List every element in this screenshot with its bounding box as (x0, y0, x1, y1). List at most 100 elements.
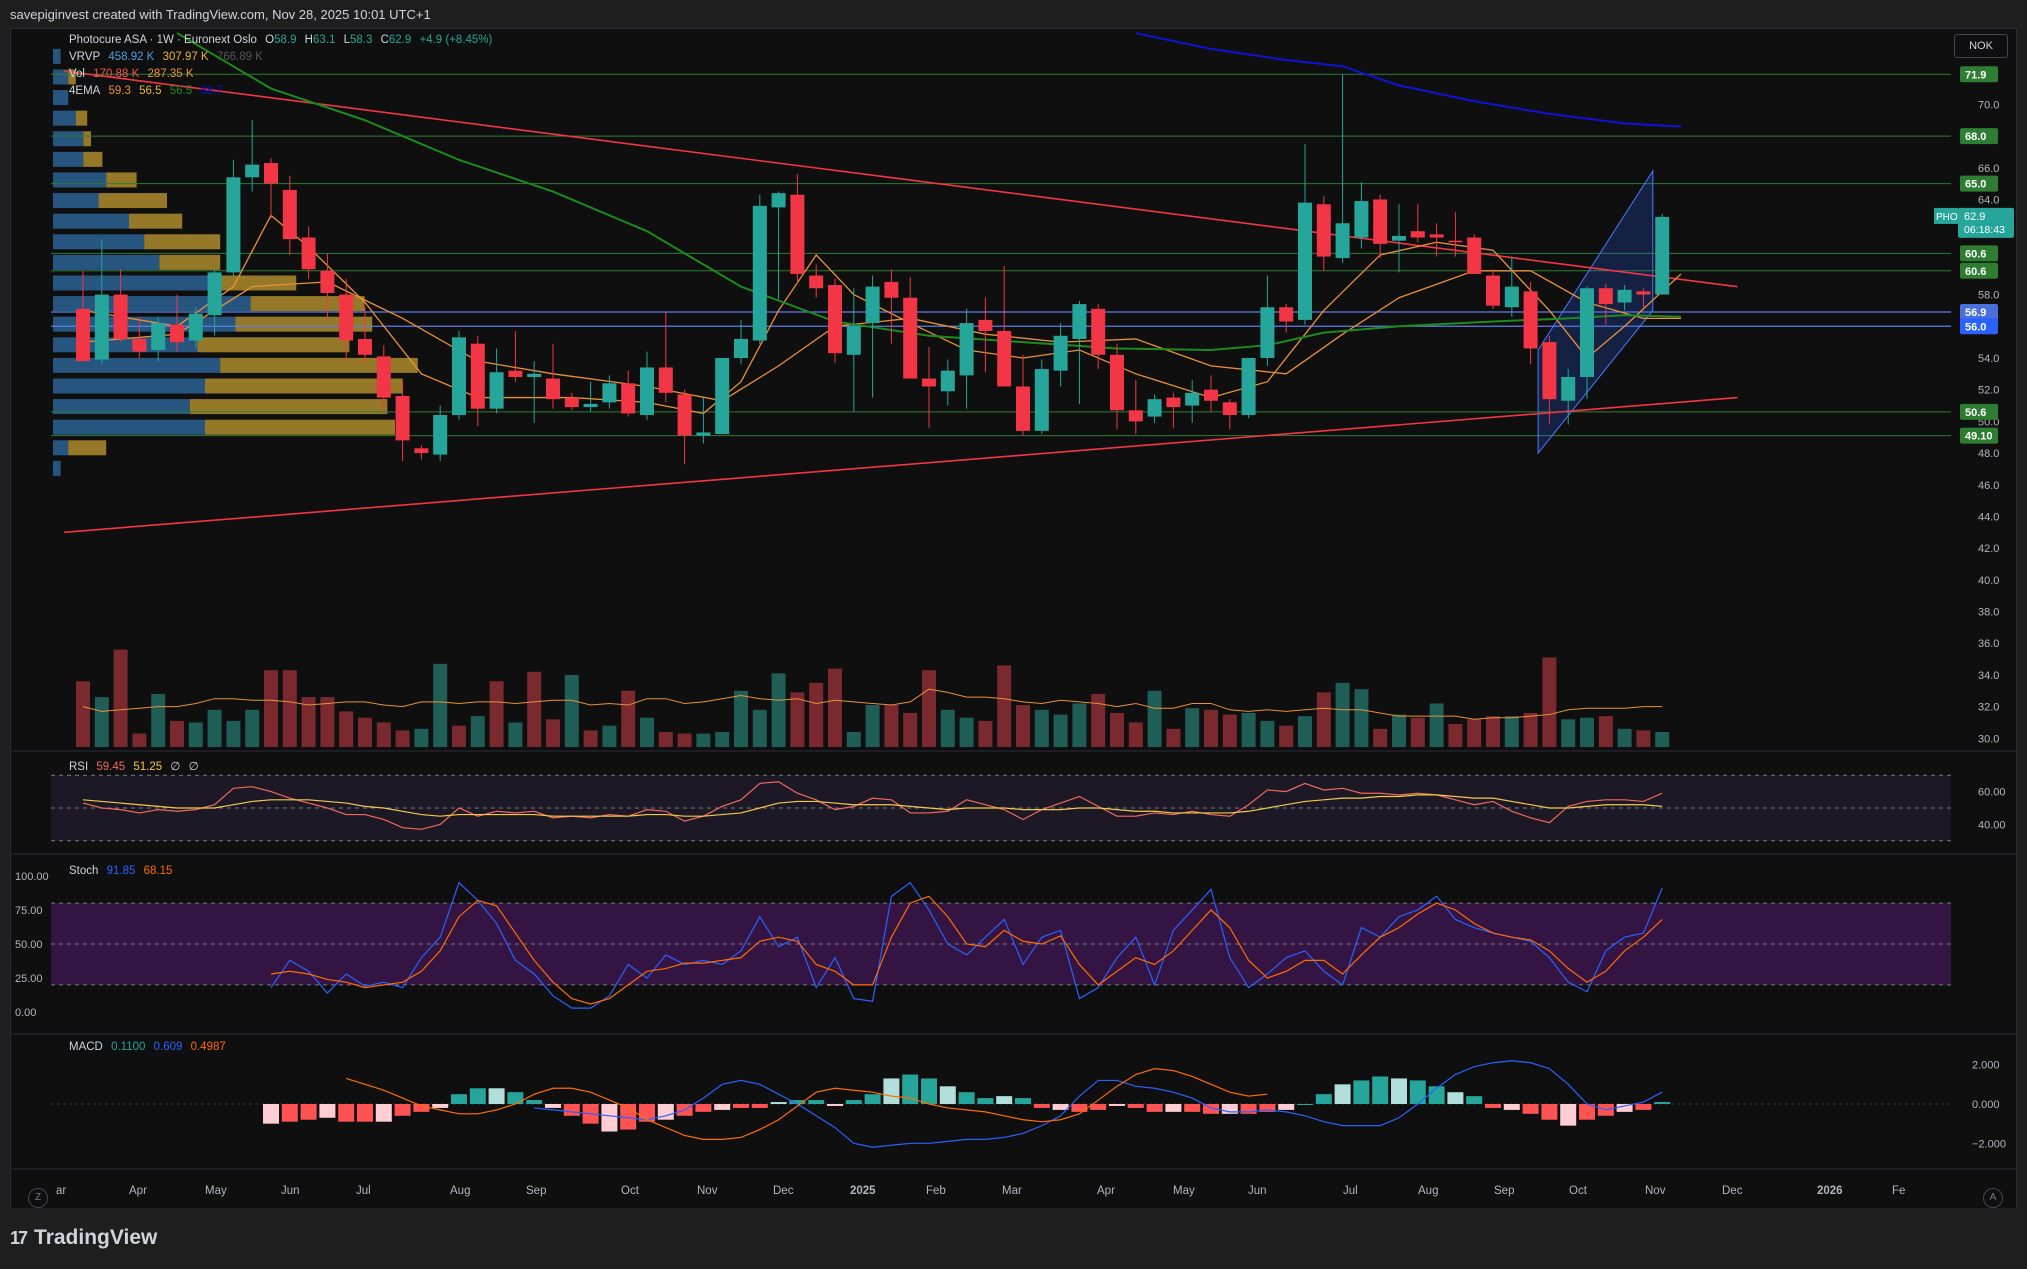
macd-histogram-bar (657, 1104, 674, 1120)
candle-body (1580, 288, 1594, 377)
time-axis-label: Aug (450, 1185, 470, 1197)
ema-value-3: 56.5 (169, 85, 193, 97)
candle-body (1072, 304, 1087, 339)
macd-histogram-bar (1560, 1104, 1577, 1126)
volume-bar (715, 731, 730, 748)
rsi-axis-tick: 60.00 (1978, 787, 2006, 799)
candle-body (170, 324, 184, 343)
chart-canvas[interactable]: 30.0 32.0 34.0 36.0 38.0 40.0 42.0 44.0 46.0 48.0… (11, 29, 2016, 1209)
chart-frame[interactable]: 30.0 32.0 34.0 36.0 38.0 40.0 42.0 44.0 46.0 48.0… (10, 28, 2017, 1210)
time-axis-label: Fe (1892, 1185, 1905, 1197)
volume-profile-bar (53, 90, 69, 106)
volume-bar (1185, 708, 1200, 748)
volume-bar (113, 649, 128, 748)
macd-histogram-bar (1372, 1076, 1389, 1104)
volume-bar (376, 722, 391, 748)
macd-histogram-bar (1635, 1104, 1652, 1110)
volume-bar (395, 730, 410, 748)
top-bar: savepiginvest created with TradingView.c… (0, 0, 2027, 28)
volume-bar (884, 705, 899, 748)
candle-body (1222, 402, 1237, 416)
volume-profile-bar (53, 399, 190, 415)
macd-histogram-bar (1090, 1104, 1107, 1110)
macd-histogram-bar (883, 1078, 900, 1104)
candle-body (282, 189, 297, 240)
price-label-box (1960, 318, 1998, 335)
candle-body (621, 383, 636, 414)
volume-bar (226, 720, 241, 748)
volume-bar (771, 673, 786, 748)
volume-profile-bar (83, 151, 103, 167)
vrvp-legend[interactable]: VRVP 458.92 K 307.97 K 766.89 K (69, 51, 268, 63)
candle-body (376, 356, 391, 398)
volume-profile-bar (53, 69, 69, 85)
macd-histogram-bar (1240, 1104, 1257, 1114)
log-scale-button[interactable]: Z (28, 1188, 48, 1208)
last-price-box (1958, 207, 2014, 238)
macd-histogram-bar (1466, 1096, 1483, 1104)
stoch-axis-tick: 100.00 (15, 871, 49, 883)
volume-profile-bar (144, 234, 221, 250)
stoch-value-1: 91.85 (106, 865, 136, 877)
volume-bar (1016, 705, 1030, 748)
volume-profile-bar (205, 419, 395, 435)
ema-legend[interactable]: 4EMA 59.3 56.5 56.5 68.7 (69, 85, 228, 97)
price-label-box (1960, 245, 1998, 262)
macd-histogram-bar (1353, 1080, 1370, 1104)
macd-histogram-bar (338, 1104, 355, 1122)
rsi-series-line (82, 794, 1663, 817)
macd-histogram-bar (921, 1078, 937, 1104)
candle-body (489, 372, 504, 409)
symbol-title[interactable]: Photocure ASA · 1W · Euronext Oslo (69, 34, 257, 46)
volume-profile-bar (250, 296, 365, 312)
tradingview-logo[interactable]: 17 TradingView (10, 1226, 157, 1250)
volume-profile-bar (159, 254, 221, 270)
rsi-label: RSI (69, 761, 89, 773)
macd-histogram-bar (545, 1104, 561, 1108)
rsi-value-3: ∅ (170, 761, 181, 773)
price-axis-tick: 36.0 (1978, 638, 1999, 650)
volume-profile-bar (53, 460, 61, 476)
time-axis-label: Nov (697, 1185, 718, 1197)
rsi-value-4: ∅ (188, 761, 199, 773)
volume-bar (922, 670, 936, 748)
stoch-axis-tick: 75.00 (15, 905, 43, 917)
price-axis-tick: 52.0 (1978, 385, 1999, 397)
macd-legend[interactable]: MACD 0.1100 0.609 0.4987 (69, 1041, 231, 1053)
macd-histogram-bar (1409, 1080, 1426, 1104)
currency-button[interactable]: NOK (1954, 34, 2008, 58)
volume-profile-bar (106, 172, 137, 188)
macd-histogram-bar (357, 1104, 373, 1122)
volume-bar (809, 682, 824, 748)
candle-body (508, 370, 523, 377)
main-legend: Photocure ASA · 1W · Euronext Oslo O58.9… (69, 34, 497, 46)
auto-scale-button[interactable]: A (1983, 1188, 2003, 1208)
vrvp-label: VRVP (69, 51, 101, 63)
price-label-text: 56.9 (1965, 307, 1986, 319)
time-axis-label: Jul (1343, 1185, 1358, 1197)
macd-histogram-bar (789, 1100, 806, 1104)
candle-body (940, 370, 955, 392)
vol-legend[interactable]: Vol 170.88 K 287.35 K (69, 68, 199, 80)
stoch-band (51, 903, 1951, 985)
rsi-legend[interactable]: RSI 59.45 51.25 ∅ ∅ (69, 759, 204, 773)
volume-bar (602, 725, 617, 748)
macd-histogram-bar (1654, 1102, 1671, 1104)
price-axis-tick: 48.0 (1978, 448, 1999, 460)
stoch-legend[interactable]: Stoch 91.85 68.15 (69, 865, 177, 877)
time-axis-label: Jun (1248, 1185, 1267, 1197)
candle-body (1448, 240, 1463, 243)
volume-bar (1655, 731, 1670, 748)
volume-bar (339, 711, 354, 748)
macd-histogram-bar (1052, 1104, 1069, 1110)
candle-body (1392, 235, 1406, 241)
vrvp-value-3: 766.89 K (216, 51, 263, 63)
volume-bar (978, 720, 993, 748)
macd-series-line (346, 1068, 1268, 1140)
volume-profile-bar (53, 131, 84, 147)
candle-body (903, 297, 918, 379)
time-axis-label: Aug (1418, 1185, 1438, 1197)
volume-profile-bar (68, 440, 107, 456)
time-axis-label: Jul (356, 1185, 371, 1197)
price-label-text: 71.9 (1965, 69, 1986, 81)
